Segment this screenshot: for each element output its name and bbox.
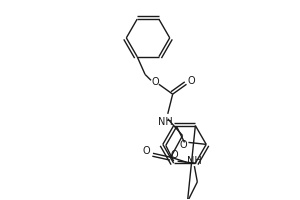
Text: O: O [171,150,178,160]
Text: O: O [188,76,195,86]
Text: O: O [151,77,159,87]
Text: NH: NH [187,156,202,166]
Text: O: O [180,140,187,150]
Text: O: O [142,146,150,156]
Text: NH: NH [158,117,173,127]
